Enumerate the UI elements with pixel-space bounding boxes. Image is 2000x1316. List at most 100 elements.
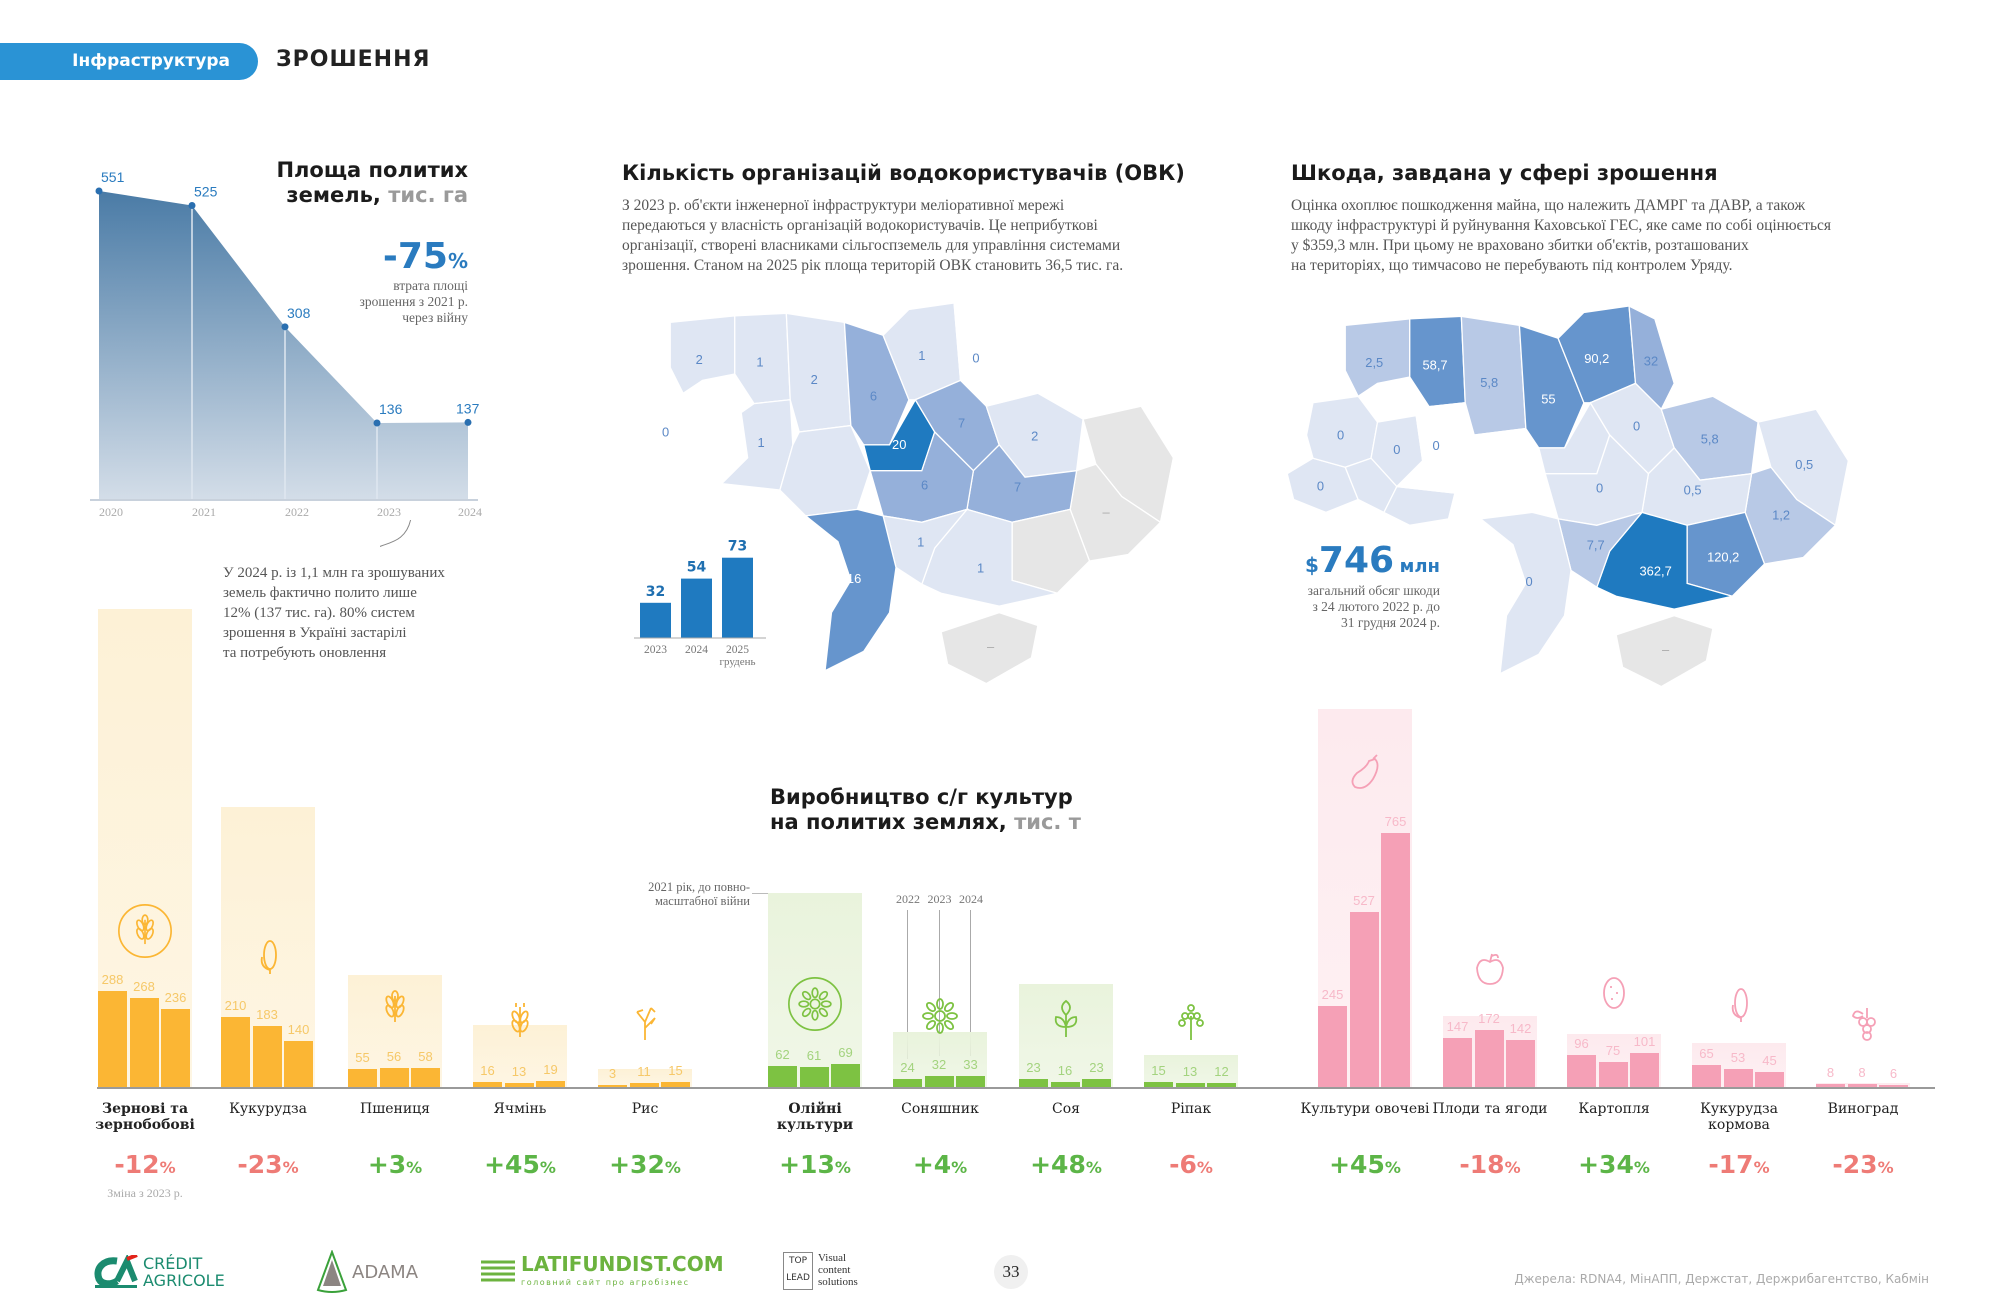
production-bar bbox=[768, 1066, 797, 1087]
change-unit: % bbox=[1196, 1158, 1213, 1177]
map-region-value: – bbox=[987, 639, 995, 654]
production-value-label: 96 bbox=[1574, 1036, 1589, 1052]
production-bar bbox=[504, 1082, 534, 1087]
change-value: +4 bbox=[912, 1150, 952, 1179]
change-percent: -23% bbox=[1793, 1150, 1933, 1179]
caption-line: через війну bbox=[402, 310, 468, 325]
area-title-unit: тис. га bbox=[388, 183, 468, 207]
ovk-title: Кількість організацій водокористувачів (… bbox=[622, 161, 1185, 185]
rice-icon bbox=[625, 1002, 665, 1042]
credit-agricole-wordmark: CRÉDIT AGRICOLE bbox=[143, 1254, 225, 1290]
page-number: 33 bbox=[994, 1255, 1028, 1289]
production-bar bbox=[1723, 1069, 1753, 1087]
production-bar bbox=[1474, 1029, 1504, 1087]
adama-emblem-icon bbox=[316, 1250, 348, 1293]
production-value-label: 62 bbox=[775, 1047, 790, 1063]
production-value-label: 3 bbox=[608, 1066, 617, 1081]
change-value: +3 bbox=[367, 1150, 407, 1179]
map-region-value: 362,7 bbox=[1640, 563, 1672, 578]
production-value-label: 32 bbox=[931, 1057, 947, 1073]
wheat-icon bbox=[117, 903, 173, 959]
change-percent: -18% bbox=[1420, 1150, 1560, 1179]
ovk-bar-year: 2025 bbox=[726, 644, 749, 656]
change-unit: % bbox=[539, 1158, 556, 1177]
production-title-unit: тис. т bbox=[1014, 810, 1081, 834]
production-value-label: 55 bbox=[355, 1049, 370, 1065]
production-bar bbox=[473, 1081, 502, 1087]
adama-logo: ADAMA bbox=[316, 1250, 436, 1294]
change-percent: +45% bbox=[450, 1150, 590, 1179]
damage-title: Шкода, завдана у сфері зрошення bbox=[1291, 161, 1718, 185]
production-bar bbox=[379, 1068, 409, 1087]
production-bar bbox=[1847, 1084, 1877, 1087]
map-region bbox=[1454, 427, 1546, 520]
map-region-value: 5,8 bbox=[1701, 431, 1719, 446]
corn-icon bbox=[1719, 985, 1759, 1025]
change-value: -23 bbox=[1832, 1150, 1878, 1179]
production-value-label: 23 bbox=[1089, 1060, 1104, 1076]
caption-line: загальний обсяг шкоди bbox=[1307, 583, 1440, 598]
credit-agricole-logo: CRÉDIT AGRICOLE bbox=[93, 1253, 258, 1293]
damage-description: Оцінка охоплює пошкодження майна, що нал… bbox=[1291, 196, 1831, 276]
note-line: зрошення в Україні застарілі bbox=[223, 625, 407, 641]
production-title-line2: на политих землях, bbox=[770, 810, 1007, 834]
map-region-value: 2 bbox=[1031, 428, 1038, 443]
change-unit: % bbox=[1633, 1158, 1650, 1177]
year-legend-leader bbox=[970, 910, 971, 1057]
loss-value: -75 bbox=[382, 236, 448, 277]
map-region-value: 58,7 bbox=[1422, 357, 1447, 372]
production-bar bbox=[1630, 1053, 1659, 1087]
map-region-value: 0 bbox=[1317, 478, 1324, 493]
production-value-label: 140 bbox=[287, 1021, 310, 1037]
map-region-value: 0,5 bbox=[1795, 457, 1813, 472]
change-percent: +13% bbox=[745, 1150, 885, 1179]
apple-icon bbox=[1470, 950, 1510, 990]
production-bar bbox=[1381, 833, 1410, 1087]
production-bar bbox=[98, 991, 127, 1087]
production-value-label: 12 bbox=[1214, 1064, 1229, 1080]
production-title-line1: Виробництво с/г культур bbox=[770, 785, 1073, 809]
production-bar bbox=[1175, 1082, 1205, 1087]
change-value: +13 bbox=[779, 1150, 835, 1179]
damage-total-value: 746 bbox=[1318, 540, 1395, 581]
map-region bbox=[1615, 614, 1714, 688]
change-unit: % bbox=[1753, 1158, 1770, 1177]
production-bar bbox=[348, 1068, 377, 1087]
potato-icon bbox=[1594, 973, 1634, 1013]
change-percent: +3% bbox=[325, 1150, 465, 1179]
production-value-label: 53 bbox=[1730, 1050, 1746, 1066]
change-unit: % bbox=[1877, 1158, 1894, 1177]
ovk-bar-value: 32 bbox=[646, 584, 665, 600]
production-value-label: 268 bbox=[133, 979, 155, 995]
toplead-tagline: Visual content solutions bbox=[818, 1252, 858, 1288]
credit-agricole-emblem-icon bbox=[94, 1255, 138, 1288]
text-line: зрошення. Станом на 2025 рік площа терит… bbox=[622, 257, 1124, 274]
production-value-label: 75 bbox=[1605, 1043, 1621, 1059]
category-label: Кукурудза bbox=[229, 1101, 307, 1117]
production-value-label: 13 bbox=[511, 1063, 527, 1079]
area-value-label: 551 bbox=[101, 169, 125, 185]
ovk-bar-sublabel: грудень bbox=[719, 656, 755, 668]
section-title: ЗРОШЕННЯ bbox=[276, 47, 431, 72]
map-region-value: 7,7 bbox=[1587, 537, 1605, 552]
change-value: +45 bbox=[484, 1150, 540, 1179]
area-value-label: 525 bbox=[194, 184, 218, 200]
map-region-value: 6 bbox=[921, 478, 928, 493]
map-region-value: – bbox=[1102, 504, 1110, 519]
map-region bbox=[1479, 511, 1572, 675]
production-value-label: 65 bbox=[1699, 1046, 1714, 1062]
production-bar bbox=[536, 1080, 565, 1087]
year-legend-leader bbox=[907, 910, 908, 1060]
production-bar bbox=[161, 1008, 190, 1087]
area-title-line1: Площа политих bbox=[276, 158, 468, 182]
change-percent: +48% bbox=[996, 1150, 1136, 1179]
loss-unit: % bbox=[447, 249, 468, 273]
caption-line: 31 грудня 2024 р. bbox=[1340, 615, 1440, 630]
change-value: +45 bbox=[1329, 1150, 1385, 1179]
production-value-label: 210 bbox=[224, 998, 247, 1014]
bar-2021-background bbox=[1144, 1054, 1238, 1087]
map-region-value: 2 bbox=[696, 352, 703, 367]
toplead-box: TOP LEAD bbox=[783, 1252, 813, 1290]
text-line: передаються у власність організацій водо… bbox=[622, 217, 1098, 234]
production-title: Виробництво с/г культур на политих земля… bbox=[770, 785, 1081, 835]
